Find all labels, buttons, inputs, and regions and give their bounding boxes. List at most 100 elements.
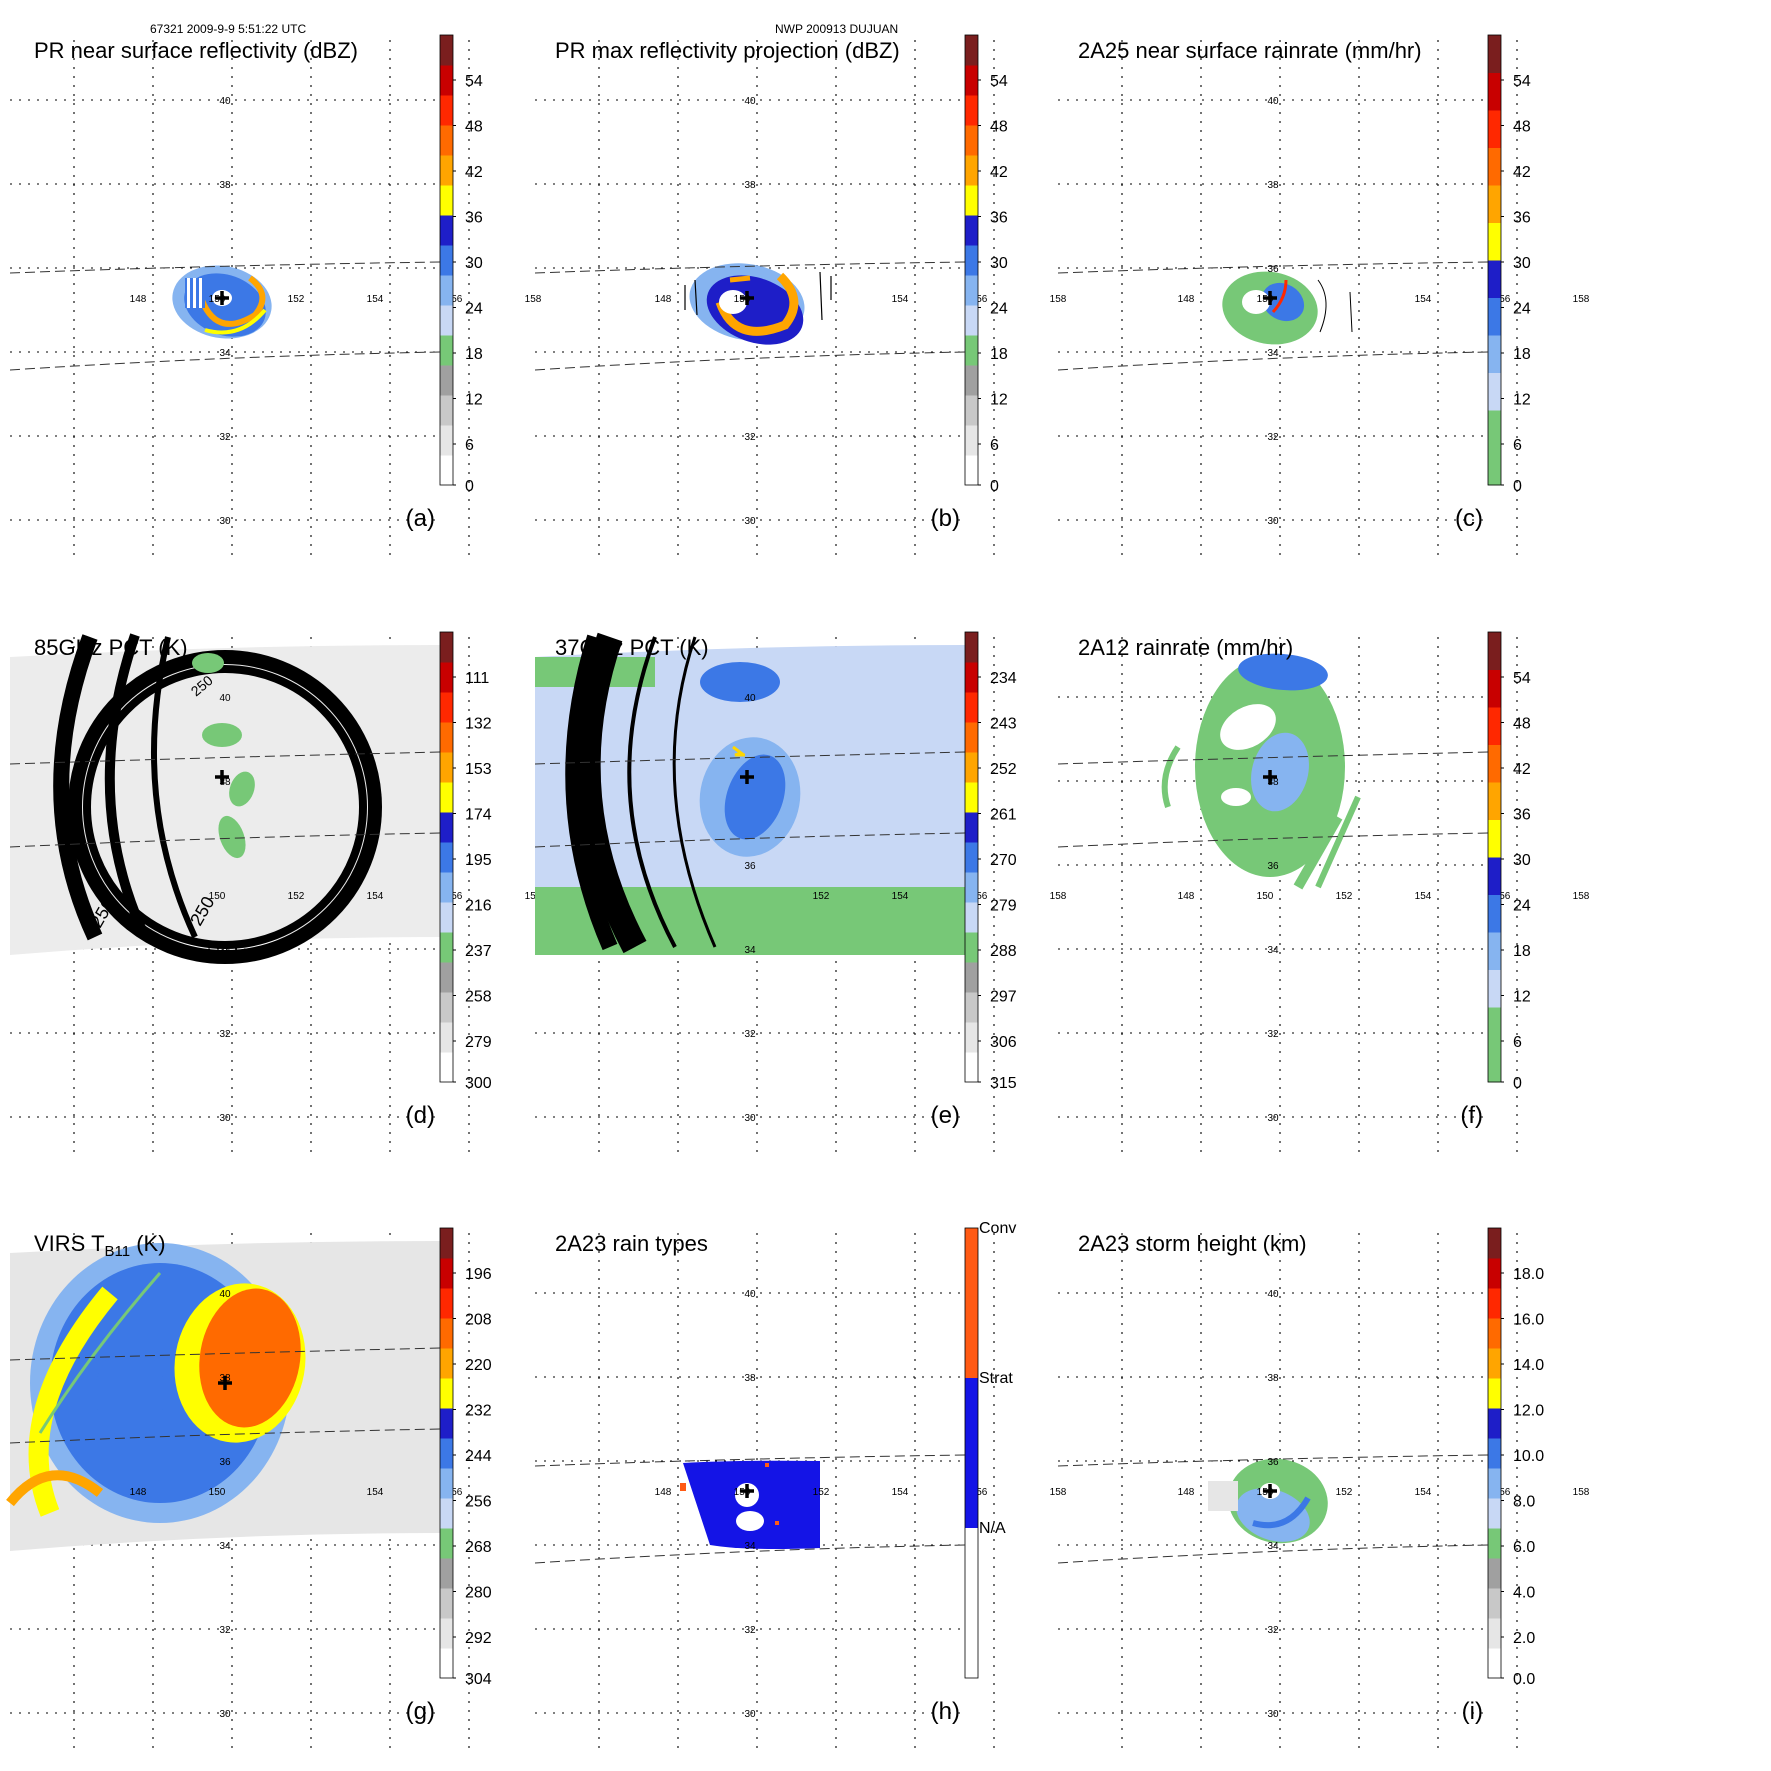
colorbar-segment	[440, 95, 453, 126]
storm-eye	[719, 290, 747, 314]
colorbar-tick-label: 261	[990, 807, 1017, 824]
latitude-label: 36	[744, 861, 756, 872]
colorbar-segment	[1488, 969, 1501, 1008]
colorbar-tick-label: 256	[465, 1494, 492, 1511]
colorbar-tick-label: 42	[1513, 761, 1531, 778]
colorbar-tick-label: 36	[465, 210, 483, 227]
colorbar-frame	[964, 631, 979, 1083]
colorbar-segment	[965, 1378, 978, 1528]
precip-area	[192, 653, 224, 673]
swath-edge-south	[534, 351, 966, 371]
longitude-label: 154	[1415, 1487, 1432, 1498]
latitude-label: 40	[219, 693, 231, 704]
colorbar-tick-label: 132	[465, 716, 492, 733]
latitude-label: 30	[1267, 1709, 1279, 1720]
colorbar-segment	[1488, 335, 1501, 373]
colorbar-segment	[440, 962, 453, 993]
colorbar-segment	[440, 662, 453, 693]
contour-250	[627, 636, 677, 948]
colorbar-segment	[440, 932, 453, 963]
longitude-label: 150	[209, 891, 226, 902]
convective-cell	[775, 1521, 779, 1525]
swath-edge-north	[9, 1347, 441, 1361]
latitude-label: 34	[219, 348, 231, 359]
longitude-label: 154	[1415, 891, 1432, 902]
precip-area	[202, 723, 242, 747]
longitude-label: 158	[525, 891, 542, 902]
storm-eye	[1242, 290, 1270, 314]
colorbar-segment	[440, 185, 453, 216]
panel-g: 40 38 36 34 32 30 148 150 154 156 VIRS TB11 (K) (g)…	[6, 1227, 492, 1748]
colorbar-tick-label: 232	[465, 1403, 492, 1420]
colorbar-segment	[440, 872, 453, 903]
colorbar-tick-label: 4.0	[1513, 1585, 1535, 1602]
longitude-label: 156	[446, 891, 463, 902]
colorbar-segment	[440, 35, 453, 66]
storm-center-icon	[740, 291, 754, 305]
colorbar-segment	[965, 95, 978, 126]
colorbar-segment	[1488, 1528, 1501, 1559]
colorbar-segment	[440, 275, 453, 306]
panel-letter: (i)	[1462, 1698, 1483, 1725]
colorbar-tick-label: 208	[465, 1312, 492, 1329]
colorbar-segment	[440, 1052, 453, 1083]
colorbar-segment	[1488, 857, 1501, 895]
longitude-label: 158	[1573, 891, 1590, 902]
colorbar-segment	[440, 1408, 453, 1439]
colorbar-tick-label: 30	[1513, 255, 1531, 272]
colorbar-tick-label: 268	[465, 1539, 492, 1556]
colorbar-tick-label: 18	[1513, 943, 1531, 960]
colorbar-tick-label: 18	[465, 346, 483, 363]
colorbar-frame	[439, 631, 454, 1083]
longitude-label: 152	[288, 294, 305, 305]
longitude-label: 156	[1494, 891, 1511, 902]
panel-letter: (d)	[406, 1102, 435, 1129]
colorbar-tick-label: 24	[1513, 898, 1531, 915]
latitude-label: 34	[1267, 1541, 1279, 1552]
latitude-label: 38	[1267, 777, 1279, 788]
colorbar-segment	[440, 1558, 453, 1589]
latitude-label: 38	[1267, 1373, 1279, 1384]
precip-area	[218, 815, 246, 859]
colorbar-segment	[965, 932, 978, 963]
longitude-label: 152	[813, 1487, 830, 1498]
latitude-label: 38	[744, 180, 756, 191]
longitude-label: 150	[734, 1487, 751, 1498]
colorbar-segment	[965, 662, 978, 693]
colorbar-segment	[440, 1258, 453, 1289]
colorbar-segment	[440, 1618, 453, 1649]
longitude-label: 148	[1178, 294, 1195, 305]
storm-center-icon	[1263, 291, 1277, 305]
latitude-label: 36	[1267, 1457, 1279, 1468]
colorbar-segment	[1488, 1228, 1501, 1259]
colorbar-tick-label: 0	[990, 478, 999, 495]
latitude-label: 36	[1267, 264, 1279, 275]
rain-type-label: N/A	[979, 1520, 1006, 1537]
panel-title: 2A23 storm height (km)	[1078, 1231, 1307, 1256]
swath-edge-north	[1057, 261, 1489, 274]
colorbar-tick-label: 244	[465, 1448, 492, 1465]
colorbar-tick-label: 297	[990, 989, 1017, 1006]
longitude-label: 156	[1494, 294, 1511, 305]
echo-speckle	[684, 271, 832, 321]
colorbar-segment	[440, 632, 453, 663]
colorbar-segment	[965, 632, 978, 663]
colorbar-tick-label: 111	[465, 670, 489, 687]
colorbar-segment	[440, 752, 453, 783]
colorbar-segment	[1488, 1348, 1501, 1379]
colorbar-segment	[965, 185, 978, 216]
colorbar-segment	[965, 365, 978, 396]
longitude-label: 158	[1573, 1487, 1590, 1498]
storm-center-icon	[1263, 1484, 1277, 1498]
latitude-label: 32	[1267, 1625, 1279, 1636]
colorbar-tick-label: 42	[465, 164, 483, 181]
panel-title: 37GHz PCT (K)	[555, 635, 709, 660]
rainband	[1293, 814, 1343, 890]
latitude-label: 38	[219, 777, 231, 788]
cloud-band	[6, 1470, 104, 1507]
rain-type-label: Strat	[979, 1370, 1013, 1387]
colorbar-segment	[1488, 185, 1501, 223]
swath-edge-south	[1057, 832, 1489, 848]
colorbar-segment	[965, 155, 978, 186]
